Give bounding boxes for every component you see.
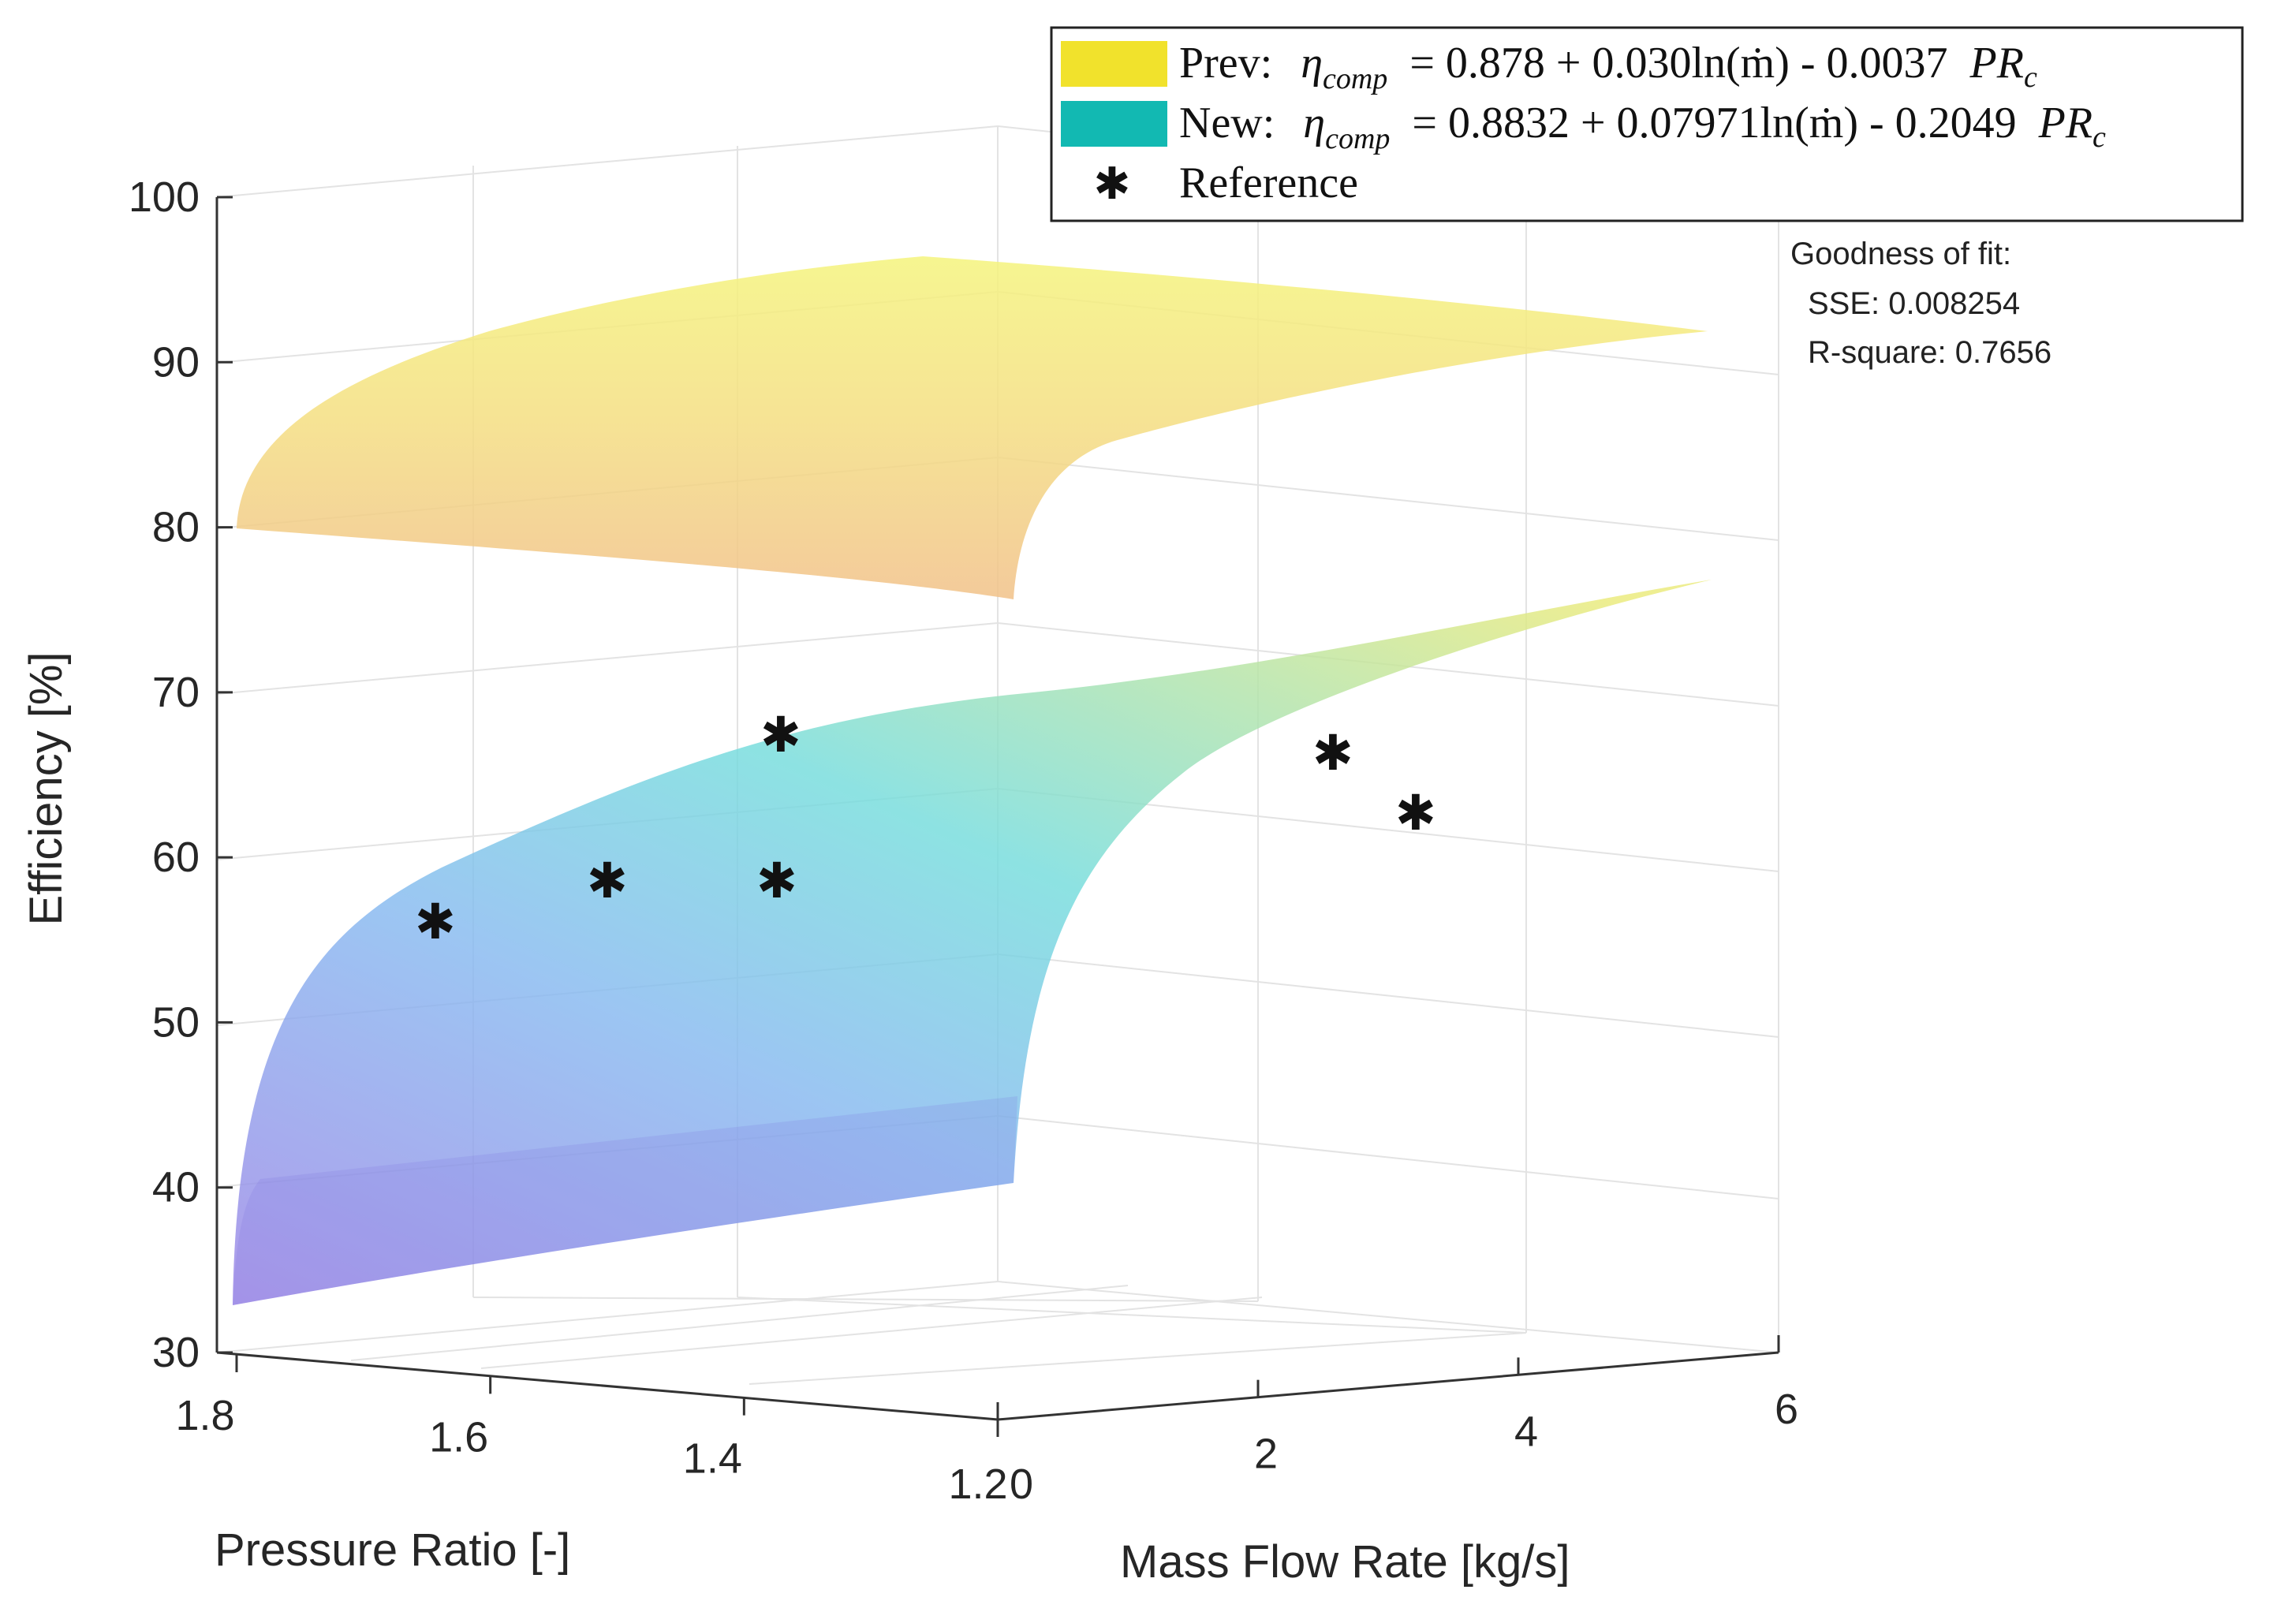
goodness-of-fit: Goodness of fit: SSE: 0.008254 R-square:…	[1790, 237, 2051, 370]
axes	[215, 197, 1779, 1421]
reference-point: ✱	[760, 708, 801, 763]
reference-point: ✱	[1312, 726, 1353, 781]
x-axis-line	[997, 1351, 1779, 1421]
z-tick-label: 100	[129, 174, 200, 221]
legend-entry-prev: Prev: ηcomp = 0.878 + 0.030ln(ṁ) - 0.003…	[1179, 39, 2037, 99]
new-surface	[233, 580, 1712, 1305]
y-tick-label: 1.8	[175, 1392, 234, 1439]
legend-swatch-prev	[1061, 41, 1167, 87]
legend-box	[1050, 26, 2244, 222]
origin-x-tick-label: 0	[1010, 1461, 1033, 1508]
z-tick-label: 30	[152, 1329, 200, 1376]
origin-y-tick-label: 1.2	[948, 1461, 1007, 1508]
y-axis-line	[216, 1351, 999, 1421]
reference-point: ✱	[1395, 786, 1436, 841]
x-tick-label: 2	[1254, 1431, 1278, 1478]
y-tick-label: 1.4	[683, 1435, 742, 1483]
legend-marker-reference: ✱	[1094, 159, 1131, 208]
reference-point: ✱	[415, 895, 456, 950]
z-tick-label: 90	[152, 338, 200, 386]
y-ticks: 1.4 1.6 1.8	[175, 1355, 999, 1483]
reference-point: ✱	[587, 854, 628, 909]
x-tick-label: 6	[1775, 1386, 1798, 1433]
z-tick-label: 40	[152, 1164, 200, 1211]
new-surface-band	[233, 1096, 1017, 1305]
gof-rsquare: R-square: 0.7656	[1808, 335, 2051, 370]
y-tick-label: 1.6	[429, 1413, 488, 1461]
y-axis-label: Pressure Ratio [-]	[215, 1524, 570, 1576]
legend-swatch-new	[1061, 101, 1167, 147]
z-tick-label: 50	[152, 998, 200, 1046]
legend-entry-reference: Reference	[1179, 159, 1358, 207]
surfaces	[233, 256, 1712, 1305]
gof-title: Goodness of fit:	[1790, 237, 2011, 271]
reference-point: ✱	[756, 854, 797, 909]
z-tick-label: 80	[152, 504, 200, 551]
reference-points: ✱ ✱ ✱ ✱ ✱ ✱	[415, 708, 1436, 950]
z-tick-label: 60	[152, 834, 200, 881]
x-tick-label: 4	[1514, 1408, 1538, 1455]
x-axis-label: Mass Flow Rate [kg/s]	[1120, 1536, 1570, 1588]
z-axis-label: Efficiency [%]	[21, 651, 72, 925]
gof-sse: SSE: 0.008254	[1808, 286, 2020, 321]
z-ticks: 30 40 50 60 70 80 90 100	[129, 174, 233, 1376]
x-ticks: 2 4 6 1.2 0	[948, 1335, 1798, 1508]
legend-entry-new: New: ηcomp = 0.8832 + 0.07971ln(ṁ) - 0.2…	[1179, 99, 2106, 159]
z-tick-label: 70	[152, 669, 200, 716]
prev-surface	[237, 256, 1708, 599]
legend: ✱ Prev: ηcomp = 0.878 + 0.030ln(ṁ) - 0.0…	[1050, 26, 2244, 222]
